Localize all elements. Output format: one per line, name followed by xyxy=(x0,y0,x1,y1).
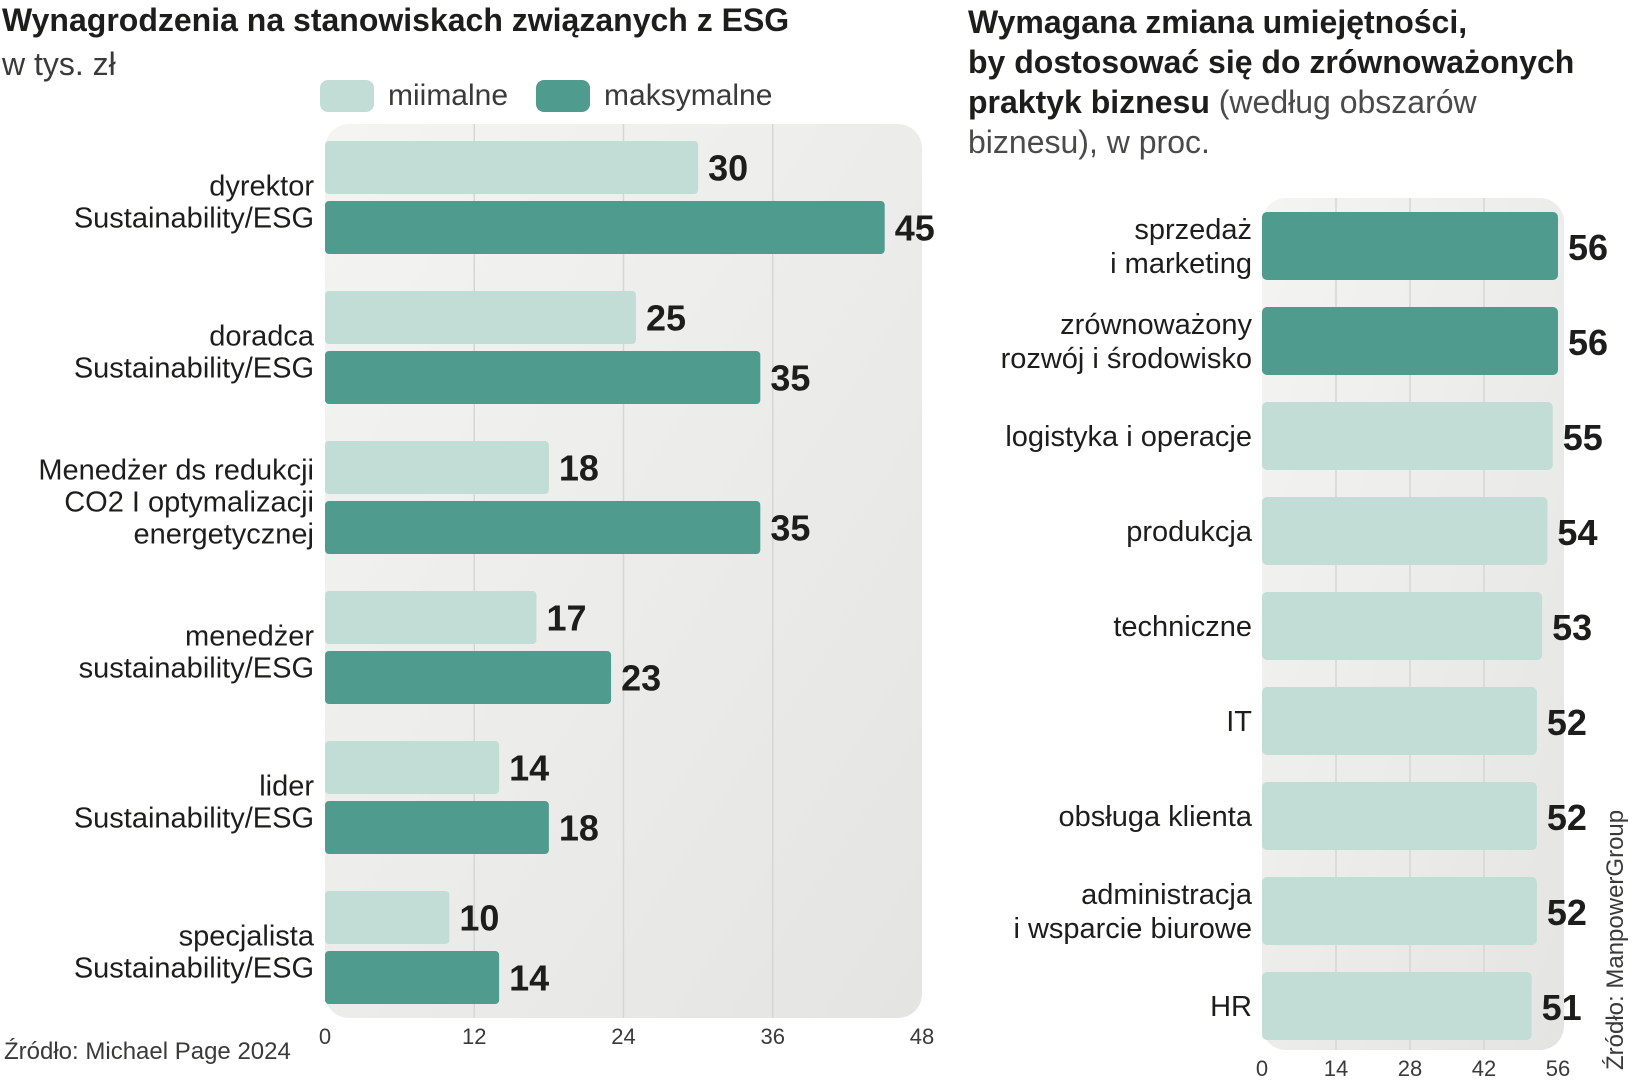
left-chart-unit: w tys. zł xyxy=(2,46,116,82)
left-category-label: Sustainability/ESG xyxy=(74,953,314,985)
right-category-label: logistyka i operacje xyxy=(1005,421,1252,453)
left-bar-min xyxy=(325,141,699,194)
left-x-tick-label: 48 xyxy=(910,1024,934,1049)
right-category-label: zrównoważony xyxy=(1060,309,1252,341)
right-category-label: produkcja xyxy=(1126,516,1253,548)
left-data-label: 30 xyxy=(708,148,748,189)
left-category-label: dyrektor xyxy=(209,171,314,203)
right-category-label: i marketing xyxy=(1110,248,1252,280)
left-category-label: Sustainability/ESG xyxy=(74,803,314,835)
right-data-label: 52 xyxy=(1547,702,1587,743)
right-bar xyxy=(1262,497,1548,565)
right-category-label: rozwój i środowisko xyxy=(1001,343,1252,375)
legend-item-min: miimalne xyxy=(320,79,508,113)
right-data-label: 54 xyxy=(1557,512,1597,553)
right-bar xyxy=(1262,592,1543,660)
right-category-label: i wsparcie biurowe xyxy=(1013,913,1252,945)
right-title-line-1: Wymagana zmiana umiejętności, xyxy=(968,4,1468,40)
left-data-label: 45 xyxy=(895,208,935,249)
legend-label-max: maksymalne xyxy=(604,79,773,112)
right-title-line-3-plain: (według obszarów xyxy=(1209,84,1477,120)
right-data-label: 53 xyxy=(1552,607,1592,648)
right-data-label: 52 xyxy=(1547,892,1587,933)
right-x-tick-label: 42 xyxy=(1472,1056,1496,1080)
right-x-tick-label: 56 xyxy=(1546,1056,1570,1080)
left-data-label: 35 xyxy=(770,508,810,549)
legend-label-min: miimalne xyxy=(388,79,509,112)
right-category-label: obsługa klienta xyxy=(1059,801,1253,833)
left-category-label: Menedżer ds redukcji xyxy=(38,455,314,487)
left-data-label: 17 xyxy=(546,598,586,639)
right-category-label: techniczne xyxy=(1113,611,1252,643)
left-x-tick-label: 0 xyxy=(319,1024,331,1049)
left-category-label: CO2 I optymalizacji xyxy=(64,487,314,519)
left-bar-max xyxy=(325,801,549,854)
left-category-label: Sustainability/ESG xyxy=(74,203,314,235)
left-bar-max xyxy=(325,501,761,554)
left-chart-title: Wynagrodzenia na stanowiskach związanych… xyxy=(2,2,790,38)
left-category-label: Sustainability/ESG xyxy=(74,353,314,385)
right-bar xyxy=(1262,877,1537,945)
left-source: Źródło: Michael Page 2024 xyxy=(4,1038,291,1065)
left-bar-max xyxy=(325,201,885,254)
left-data-label: 25 xyxy=(646,298,686,339)
right-title-line-3-bold: praktyk biznesu xyxy=(968,84,1210,120)
right-bar xyxy=(1262,212,1558,280)
left-bar-max xyxy=(325,351,761,404)
legend-swatch-max xyxy=(536,80,591,112)
left-bar-min xyxy=(325,441,549,494)
right-title-line-2: by dostosować się do zrównoważonych xyxy=(968,44,1575,80)
legend-item-max: maksymalne xyxy=(536,79,772,113)
left-x-tick-label: 36 xyxy=(761,1024,785,1049)
left-bar-max xyxy=(325,651,612,704)
left-data-label: 18 xyxy=(559,448,599,489)
right-category-label: administracja xyxy=(1081,879,1253,911)
right-source: Źródło: ManpowerGroup xyxy=(1602,809,1629,1070)
left-x-tick-label: 24 xyxy=(611,1024,635,1049)
right-category-label: IT xyxy=(1226,706,1252,738)
left-category-label: sustainability/ESG xyxy=(79,653,314,685)
legend-swatch-min xyxy=(320,80,374,112)
right-x-tick-label: 0 xyxy=(1256,1056,1268,1080)
right-data-label: 52 xyxy=(1547,797,1587,838)
right-x-tick-label: 28 xyxy=(1398,1056,1422,1080)
left-bar-min xyxy=(325,591,537,644)
right-title-line-4: biznesu), w proc. xyxy=(968,124,1210,160)
left-category-label: menedżer xyxy=(185,621,314,653)
legend: miimalne maksymalne xyxy=(320,78,800,114)
left-data-label: 14 xyxy=(509,958,549,999)
left-x-tick-label: 12 xyxy=(462,1024,486,1049)
right-bar xyxy=(1262,402,1553,470)
right-data-label: 55 xyxy=(1563,417,1603,458)
right-bar xyxy=(1262,307,1558,375)
left-category-label: doradca xyxy=(209,321,315,353)
left-bar-min xyxy=(325,891,450,944)
left-data-label: 14 xyxy=(509,748,549,789)
left-category-label: specjalista xyxy=(179,921,315,953)
left-bar-min xyxy=(325,741,500,794)
right-x-tick-label: 14 xyxy=(1324,1056,1348,1080)
right-chart-title: Wymagana zmiana umiejętności, by dostoso… xyxy=(968,2,1628,162)
left-bar-chart: 0 12 24 36 483045dyrektorSustainability/ESG2… xyxy=(38,124,935,1049)
right-bar xyxy=(1262,687,1537,755)
right-data-label: 51 xyxy=(1542,987,1582,1028)
left-data-label: 10 xyxy=(459,898,499,939)
left-bar-min xyxy=(325,291,636,344)
left-category-label: energetycznej xyxy=(133,519,314,551)
left-data-label: 35 xyxy=(770,358,810,399)
right-category-label: sprzedaż xyxy=(1134,214,1252,246)
right-category-label: HR xyxy=(1210,991,1252,1023)
right-bar xyxy=(1262,972,1532,1040)
left-data-label: 23 xyxy=(621,658,661,699)
right-bar xyxy=(1262,782,1537,850)
left-category-label: lider xyxy=(259,771,314,803)
left-bar-max xyxy=(325,951,500,1004)
left-data-label: 18 xyxy=(559,808,599,849)
right-data-label: 56 xyxy=(1568,227,1608,268)
right-data-label: 56 xyxy=(1568,322,1608,363)
